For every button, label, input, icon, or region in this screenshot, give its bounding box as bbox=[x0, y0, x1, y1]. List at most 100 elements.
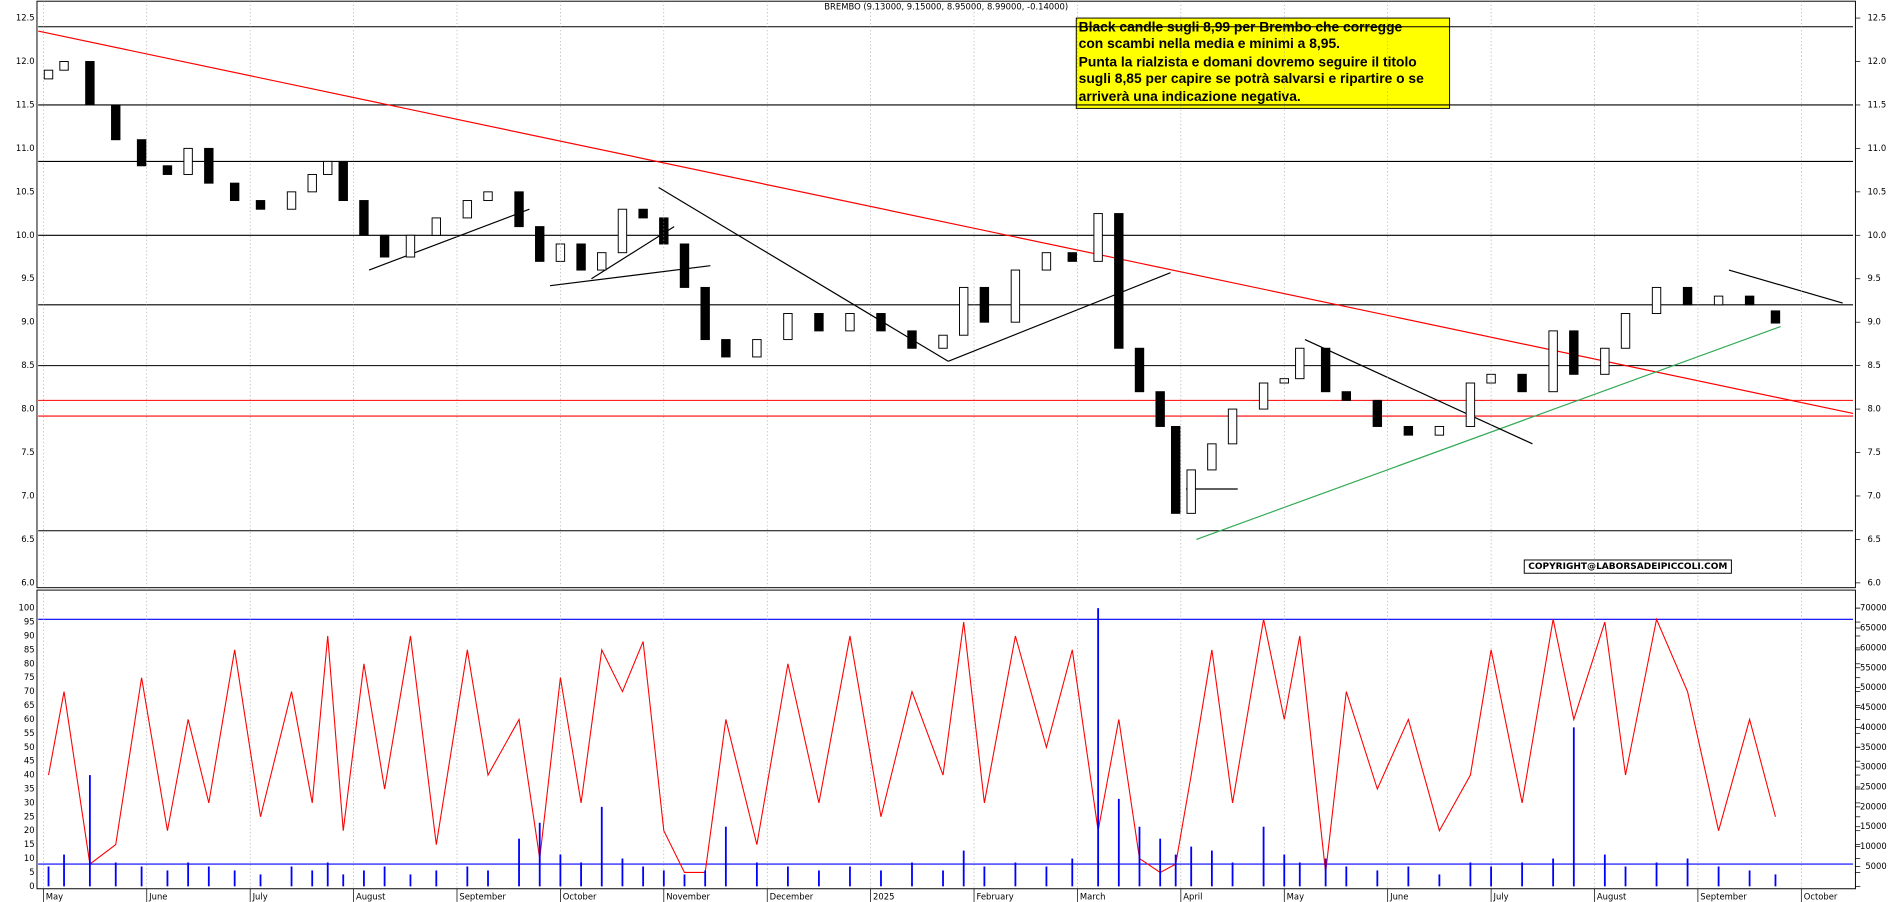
y-tick-label: 9.0 bbox=[1867, 317, 1880, 327]
candle bbox=[679, 243, 690, 288]
comment-line: sugli 8,85 per capire se potrà salvarsi … bbox=[1079, 70, 1424, 86]
x-tick-label: May bbox=[46, 892, 63, 902]
x-tick-label: October bbox=[1804, 892, 1838, 902]
candle bbox=[1227, 408, 1238, 445]
candle bbox=[907, 330, 917, 349]
candle bbox=[338, 160, 348, 202]
candle bbox=[1067, 252, 1077, 262]
y-tick-label: 11.0 bbox=[1867, 143, 1886, 153]
candle bbox=[1569, 330, 1579, 375]
candle bbox=[721, 339, 731, 358]
candle bbox=[1258, 382, 1269, 410]
y-tick-label: 15 bbox=[24, 839, 35, 849]
comment-box: Black candle sugli 8,99 per Brembo che c… bbox=[1075, 17, 1451, 109]
y-tick-label: 60 bbox=[24, 714, 35, 724]
candle bbox=[1295, 347, 1305, 380]
candle bbox=[597, 252, 607, 271]
y-tick-label-left: 12.5 bbox=[16, 13, 35, 23]
y-tick-label: 80 bbox=[24, 658, 35, 668]
y-tick-label: 7.0 bbox=[1867, 490, 1880, 500]
candle bbox=[255, 200, 266, 210]
candle bbox=[1682, 286, 1693, 306]
candle bbox=[1600, 347, 1610, 375]
x-tick-label: December bbox=[770, 892, 814, 902]
candle bbox=[1372, 399, 1383, 427]
candle bbox=[1620, 313, 1631, 349]
y-tick-label: 10 bbox=[24, 853, 35, 863]
y-tick-label: 10.0 bbox=[1867, 230, 1886, 240]
candle bbox=[1465, 382, 1476, 427]
y-tick-label-left: 6.5 bbox=[21, 534, 34, 544]
y-tick-label: 0 bbox=[29, 881, 34, 891]
candle bbox=[638, 208, 648, 219]
x-tick-label: November bbox=[666, 892, 710, 902]
candle bbox=[1114, 213, 1124, 349]
candle bbox=[535, 226, 545, 262]
trendline bbox=[658, 186, 949, 362]
candle bbox=[1170, 425, 1181, 514]
candle bbox=[979, 286, 990, 323]
y-tick-label: 50 bbox=[24, 742, 35, 752]
y-tick-label-left: 11.0 bbox=[16, 143, 35, 153]
candle bbox=[959, 286, 969, 336]
candle bbox=[845, 313, 855, 332]
x-tick-label: September bbox=[459, 892, 506, 902]
y-tick-label: 5 bbox=[29, 867, 34, 877]
x-tick-label: June bbox=[1389, 892, 1408, 902]
y-tick-label: 6.0 bbox=[1867, 577, 1880, 587]
y-tick-label: 70 bbox=[24, 686, 35, 696]
indicator-frame bbox=[36, 589, 1856, 890]
candle bbox=[59, 61, 69, 71]
candle bbox=[1041, 252, 1052, 271]
y-tick-label: 12.5 bbox=[1867, 13, 1886, 23]
trendline bbox=[368, 208, 530, 271]
comment-background bbox=[1075, 17, 1451, 109]
x-tick-label: March bbox=[1080, 892, 1106, 902]
x-tick-label: 2025 bbox=[873, 892, 894, 902]
y-tick-label-left: 7.0 bbox=[21, 490, 34, 500]
candle bbox=[1093, 213, 1103, 262]
candle bbox=[462, 200, 473, 219]
copyright: COPYRIGHT@LABORSADEIPICCOLI.COM bbox=[1528, 562, 1727, 572]
candle bbox=[1186, 469, 1196, 514]
price-frame bbox=[36, 0, 1856, 589]
trendline bbox=[1728, 269, 1843, 304]
candle bbox=[431, 217, 442, 236]
candle bbox=[1713, 295, 1724, 306]
y2-tick-label: 60000 bbox=[1860, 642, 1887, 652]
candle bbox=[286, 191, 297, 210]
candle bbox=[876, 313, 886, 332]
y-tick-label: 25 bbox=[24, 811, 35, 821]
candle bbox=[229, 182, 240, 202]
y2-tick-label: 40000 bbox=[1860, 722, 1887, 732]
candle bbox=[43, 69, 54, 80]
y2-tick-label: 50000 bbox=[1860, 682, 1887, 692]
candle bbox=[85, 61, 95, 106]
y2-tick-label: 5000 bbox=[1865, 861, 1886, 871]
candle bbox=[162, 165, 173, 175]
candle bbox=[1434, 425, 1445, 436]
y-tick-label: 12.0 bbox=[1867, 56, 1886, 66]
candle bbox=[379, 234, 390, 258]
y-tick-label-left: 10.0 bbox=[16, 230, 35, 240]
y-tick-label: 11.5 bbox=[1867, 99, 1886, 109]
y-tick-label: 8.5 bbox=[1867, 360, 1880, 370]
y2-tick-label: 35000 bbox=[1860, 742, 1887, 752]
y-tick-label-left: 10.5 bbox=[16, 186, 35, 196]
x-tick-label: February bbox=[976, 892, 1013, 902]
x-tick-label: September bbox=[1700, 892, 1747, 902]
candle bbox=[1341, 391, 1352, 401]
y-tick-label-left: 8.0 bbox=[21, 404, 34, 414]
comment-line: arriverà una indicazione negativa. bbox=[1079, 88, 1301, 104]
candle bbox=[307, 173, 317, 193]
candle bbox=[1010, 269, 1021, 323]
candle bbox=[1770, 310, 1781, 324]
y2-tick-label: 15000 bbox=[1860, 821, 1887, 831]
chart-header: BREMBO (9.13000, 9.15000, 8.95000, 8.990… bbox=[824, 2, 1068, 12]
y-tick-label: 8.0 bbox=[1867, 404, 1880, 414]
y-tick-label: 45 bbox=[24, 756, 35, 766]
y-tick-label-left: 9.0 bbox=[21, 317, 34, 327]
candle bbox=[1155, 391, 1165, 427]
